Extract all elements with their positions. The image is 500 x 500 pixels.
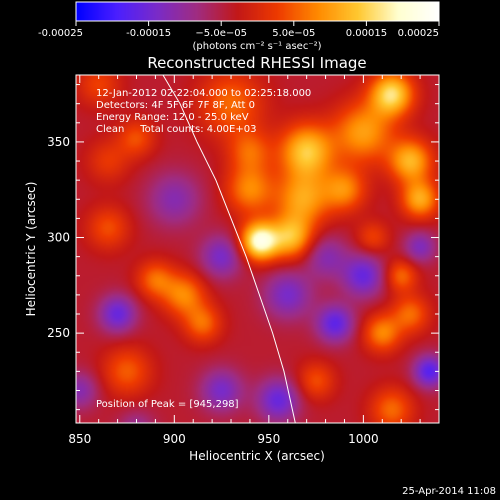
x-tick-label: 900 [163,432,186,446]
heatmap-image [76,75,439,423]
y-axis-label: Heliocentric Y (arcsec) [24,182,38,317]
x-tick-label: 1000 [348,432,379,446]
colorbar-tick-label: -0.00015 [126,28,171,39]
x-tick-label: 950 [257,432,280,446]
footer-timestamp: 25-Apr-2014 11:08 [402,486,496,497]
solar-limb-line [162,74,296,424]
colorbar-tick-label: 0.00025 [398,28,439,39]
colorbar-tick-label: -0.00025 [38,28,83,39]
axis-ticks: 850 900 950 1000 250 300 350 [47,75,439,446]
y-tick-label: 300 [47,231,70,245]
y-tick-label: 350 [47,135,70,149]
colorbar-ticks: -0.00025 -0.00015 −5.0e−05 5.0e−05 0.00015 0.… [38,21,440,39]
chart-title: Reconstructed RHESSI Image [147,54,366,72]
annotation-block: 12-Jan-2012 02:22:04.000 to 02:25:18.000… [96,88,311,135]
colorbar: -0.00025 -0.00015 −5.0e−05 5.0e−05 0.00015 0.… [38,1,440,52]
colorbar-tick-label: 0.00015 [346,28,387,39]
x-tick-label: 850 [68,432,91,446]
y-tick-label: 250 [47,326,70,340]
plot-area: 850 900 950 1000 250 300 350 [47,74,440,446]
x-axis-label: Heliocentric X (arcsec) [189,449,325,463]
annotation-detectors: Detectors: 4F 5F 6F 7F 8F, Att 0 [96,100,255,111]
colorbar-tick-label: 5.0e−05 [272,28,315,39]
plot-frame [75,74,440,424]
colorbar-tick-label: −5.0e−05 [195,28,247,39]
colorbar-gradient [76,2,439,21]
annotation-energy-range: Energy Range: 12.0 - 25.0 keV [96,112,249,123]
colorbar-frame [75,1,440,22]
annotation-clean-counts: Clean Total counts: 4.00E+03 [96,124,256,135]
colorbar-units: (photons cm⁻² s⁻¹ asec⁻²) [192,41,321,52]
annotation-time-range: 12-Jan-2012 02:22:04.000 to 02:25:18.000 [96,88,311,99]
peak-position-label: Position of Peak = [945,298] [96,399,239,410]
